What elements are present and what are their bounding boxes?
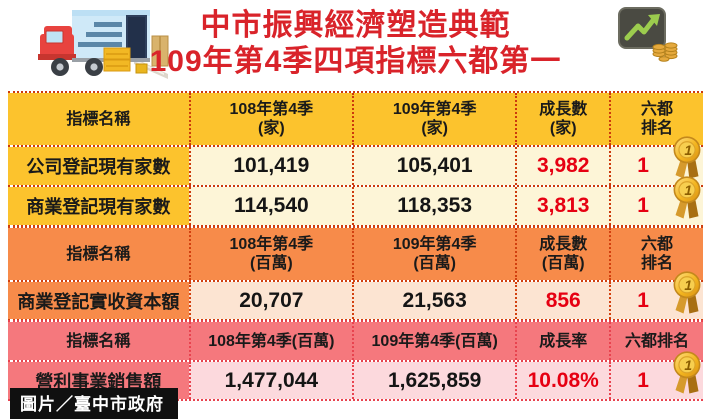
value-prev: 20,707 <box>188 282 352 319</box>
gold-medal-icon <box>669 351 705 397</box>
value-curr: 1,625,859 <box>352 362 516 399</box>
col-108q4: 108年第4季(百萬) <box>188 228 352 280</box>
col-indicator-name: 指標名稱 <box>8 322 189 360</box>
value-curr: 118,353 <box>352 187 516 225</box>
growth-chart-coins-icon <box>618 7 678 62</box>
rank-value: 1 <box>637 154 649 177</box>
col-rank: 六都排名 <box>609 228 703 280</box>
col-108q4: 108年第4季(百萬) <box>188 322 352 360</box>
col-indicator-name: 指標名稱 <box>8 93 189 145</box>
rank-value: 1 <box>637 194 649 217</box>
table-paid-in-capital: 指標名稱 108年第4季 (百萬) 109年第4季 (百萬) 成長數 (百萬) 六都排… <box>8 226 703 321</box>
title-line-1: 中市振興經濟塑造典範 <box>200 9 511 42</box>
gold-medal-icon <box>669 176 705 222</box>
image-credit-badge: 圖片／臺中市政府 <box>10 388 178 419</box>
value-prev: 101,419 <box>188 147 352 185</box>
value-curr: 21,563 <box>352 282 516 319</box>
value-curr: 105,401 <box>352 147 516 185</box>
col-rank: 六都排名 <box>609 93 703 145</box>
rank-value: 1 <box>637 368 649 392</box>
gold-medal-icon <box>669 271 705 317</box>
col-rank: 六都排名 <box>609 322 703 360</box>
title-line-2: 109年第4季四項指標六都第一 <box>149 45 562 78</box>
delivery-truck-icon <box>38 10 169 79</box>
row-label: 商業登記現有家數 <box>8 187 189 225</box>
table-registration-counts: 指標名稱 108年第4季 (家) 109年第4季 (家) 成長數 (家) 六都 排名 公… <box>8 91 703 227</box>
col-indicator-name: 指標名稱 <box>8 228 189 280</box>
table3-header-row: 指標名稱 108年第4季(百萬) 109年第4季(百萬) 成長率 六都排名 <box>8 322 703 360</box>
rank-cell: 1 <box>609 362 703 399</box>
col-growth-rate: 成長率 <box>515 322 610 360</box>
rank-cell: 1 <box>609 187 703 225</box>
col-109q4: 109年第4季 (家) <box>352 93 516 145</box>
col-109q4: 109年第4季(百萬) <box>352 228 516 280</box>
value-growth: 3,982 <box>515 147 610 185</box>
table2-header-row: 指標名稱 108年第4季 (百萬) 109年第4季 (百萬) 成長數 (百萬) 六都排… <box>8 228 703 280</box>
table-row-paid-in-capital: 商業登記實收資本額 20,707 21,563 856 1 <box>8 280 703 319</box>
value-growth: 856 <box>515 282 610 319</box>
page-title: 中市振興經濟塑造典範 109年第4季四項指標六都第一 <box>0 8 711 80</box>
value-growth-rate: 10.08% <box>515 362 610 399</box>
col-109q4: 109年第4季(百萬) <box>352 322 516 360</box>
table-row-company-registrations: 公司登記現有家數 101,419 105,401 3,982 1 <box>8 145 703 185</box>
col-growth: 成長數 (百萬) <box>515 228 610 280</box>
rank-value: 1 <box>637 288 649 312</box>
row-label: 公司登記現有家數 <box>8 147 189 185</box>
row-label: 商業登記實收資本額 <box>8 282 189 319</box>
col-108q4: 108年第4季 (家) <box>188 93 352 145</box>
value-prev: 114,540 <box>188 187 352 225</box>
table-row-commerce-registrations: 商業登記現有家數 114,540 118,353 3,813 1 <box>8 185 703 225</box>
value-growth: 3,813 <box>515 187 610 225</box>
value-prev: 1,477,044 <box>188 362 352 399</box>
col-growth: 成長數 (家) <box>515 93 610 145</box>
rank-cell: 1 <box>609 282 703 319</box>
table-business-sales: 指標名稱 108年第4季(百萬) 109年第4季(百萬) 成長率 六都排名 營利… <box>8 320 703 401</box>
table1-header-row: 指標名稱 108年第4季 (家) 109年第4季 (家) 成長數 (家) 六都 排名 <box>8 93 703 145</box>
